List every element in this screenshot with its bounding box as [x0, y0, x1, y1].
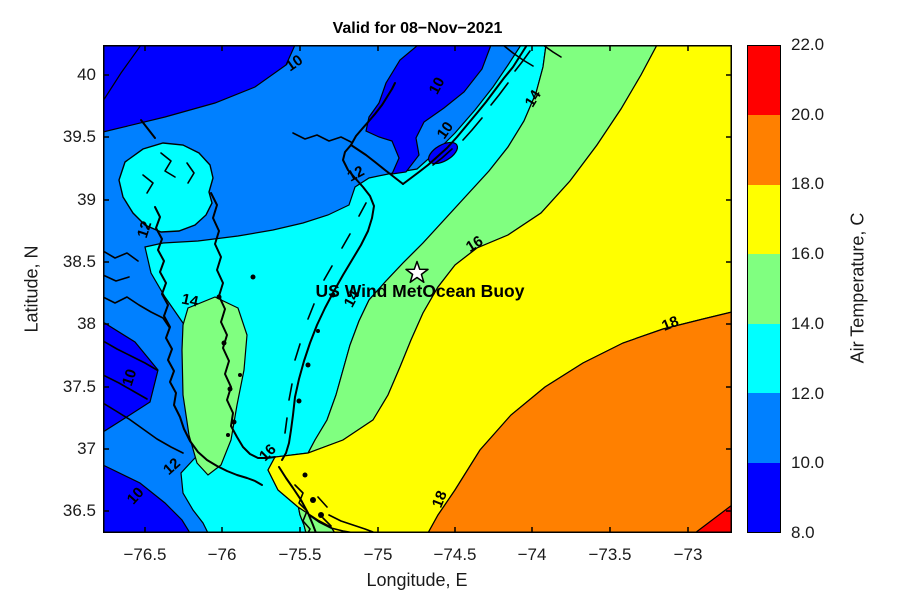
- colorbar-tick-label: 16.0: [791, 244, 825, 263]
- colorbar-segment: [748, 323, 780, 394]
- coastline-nj-barrier-islands: [432, 50, 531, 166]
- x-tick-label: −76: [207, 545, 237, 564]
- x-tick-label: −74.5: [433, 545, 477, 564]
- contour-label: 10: [119, 367, 140, 388]
- x-tick-label: −73.5: [588, 545, 632, 564]
- contour-label: 12: [345, 163, 368, 186]
- colorbar-segment: [748, 254, 780, 324]
- y-axis-label: Latitude, N: [21, 245, 42, 333]
- y-tick-label: 38: [77, 314, 96, 333]
- colorbar-axis-label: Air Temperature, C: [847, 212, 868, 364]
- y-tick-label: 37: [77, 439, 96, 458]
- colorbar[interactable]: [747, 45, 781, 533]
- x-tick-label: −74: [517, 545, 547, 564]
- coastline-delaware-river-area: [292, 132, 352, 143]
- coastline-back-bay: [294, 484, 332, 533]
- coastline-upper-bay-marsh: [142, 152, 195, 194]
- y-tick-label: 40: [77, 65, 96, 84]
- y-tick-label: 38.5: [62, 252, 96, 271]
- colorbar-tick-label: 22.0: [791, 35, 825, 54]
- band-8-10-northwest: [103, 45, 296, 133]
- coastline-western-rivers: [103, 250, 184, 454]
- band-20-22: [694, 504, 732, 533]
- colorbar-segment: [748, 115, 780, 185]
- band-8-10-southwest: [103, 464, 191, 533]
- x-tick-label: −73: [673, 545, 703, 564]
- coastline-chesapeake-west-shore: [154, 206, 263, 486]
- colorbar-tick-label: 18.0: [791, 174, 825, 193]
- contour-label: 10: [283, 52, 306, 75]
- contour-label: 14: [180, 291, 200, 311]
- colorbar-segment: [748, 46, 780, 116]
- contour-label: 18: [429, 488, 451, 510]
- colorbar-tick-label: 20.0: [791, 105, 825, 124]
- colorbar-segment: [748, 184, 780, 255]
- coastline-chesapeake-east-shore: [210, 192, 276, 459]
- axis-ticks: [103, 45, 732, 533]
- band-8-10-north-center: [365, 45, 492, 175]
- colorbar-tick-label: 12.0: [791, 384, 825, 403]
- contour-line-8: [103, 45, 142, 102]
- coastline-delmarva-barrier-islands: [284, 202, 367, 434]
- colorbar-tick-label: 8.0: [791, 523, 815, 542]
- buoy-star-icon: [405, 260, 429, 284]
- x-tick-label: −75: [363, 545, 393, 564]
- coastline-new-jersey: [402, 45, 528, 185]
- y-tick-label: 37.5: [62, 377, 96, 396]
- coastline-top-right-marks: [502, 45, 562, 67]
- y-tick-label: 39.5: [62, 127, 96, 146]
- contour-label: 10: [434, 119, 457, 142]
- contour-label: 10: [426, 75, 449, 98]
- colorbar-tick-label: 10.0: [791, 453, 825, 472]
- coastline-delaware-bay-river: [350, 82, 404, 185]
- x-tick-label: −75.5: [278, 545, 322, 564]
- colorbar-tick-label: 14.0: [791, 314, 825, 333]
- contour-label: 16: [463, 233, 486, 256]
- colorbar-segment: [748, 393, 780, 463]
- y-tick-label: 36.5: [62, 501, 96, 520]
- contour-label: 12: [134, 219, 155, 240]
- band-18-20: [427, 311, 732, 533]
- y-tick-label: 39: [77, 190, 96, 209]
- x-tick-label: −76.5: [123, 545, 167, 564]
- plot-title: Valid for 08−Nov−2021: [332, 20, 503, 37]
- buoy-label: US Wind MetOcean Buoy: [316, 281, 525, 301]
- contour-label: 14: [341, 287, 364, 310]
- band-14-16-delmarva: [181, 296, 248, 476]
- contour-map[interactable]: 10 10 10 14 12 16 14 14 10 18 12 12 10 1…: [103, 45, 732, 533]
- contour-label: 18: [659, 313, 681, 335]
- colorbar-segment: [748, 462, 780, 532]
- x-axis-label: Longitude, E: [366, 570, 468, 590]
- bay-islands: [216, 274, 336, 518]
- plot-border: [103, 45, 732, 533]
- coastline-delmarva-atlantic: [281, 144, 375, 461]
- coastline-susquehanna: [140, 119, 156, 139]
